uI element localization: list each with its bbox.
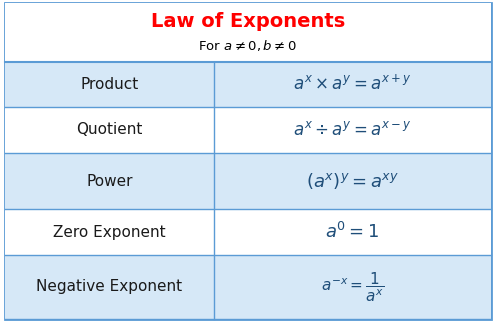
Bar [5, 62, 491, 107]
Bar [5, 209, 491, 255]
Text: Negative Exponent: Negative Exponent [36, 279, 183, 294]
Text: $a^x \times a^y = a^{x+y}$: $a^x \times a^y = a^{x+y}$ [293, 75, 412, 94]
Text: Quotient: Quotient [76, 122, 143, 137]
Text: Zero Exponent: Zero Exponent [53, 225, 166, 240]
Text: Product: Product [80, 77, 138, 92]
Text: Law of Exponents: Law of Exponents [151, 13, 345, 32]
Text: $a^{-x} = \dfrac{1}{a^x}$: $a^{-x} = \dfrac{1}{a^x}$ [321, 270, 384, 304]
Text: For $a \neq 0, b \neq 0$: For $a \neq 0, b \neq 0$ [198, 38, 298, 53]
Text: $\left(a^x\right)^y = a^{xy}$: $\left(a^x\right)^y = a^{xy}$ [306, 171, 399, 191]
Text: Power: Power [86, 174, 133, 189]
Bar [5, 3, 491, 62]
Bar [5, 107, 491, 153]
Bar [5, 255, 491, 319]
Text: $a^0 = 1$: $a^0 = 1$ [325, 222, 379, 242]
Text: $a^x \div a^y = a^{x-y}$: $a^x \div a^y = a^{x-y}$ [293, 121, 412, 139]
Bar [5, 153, 491, 209]
